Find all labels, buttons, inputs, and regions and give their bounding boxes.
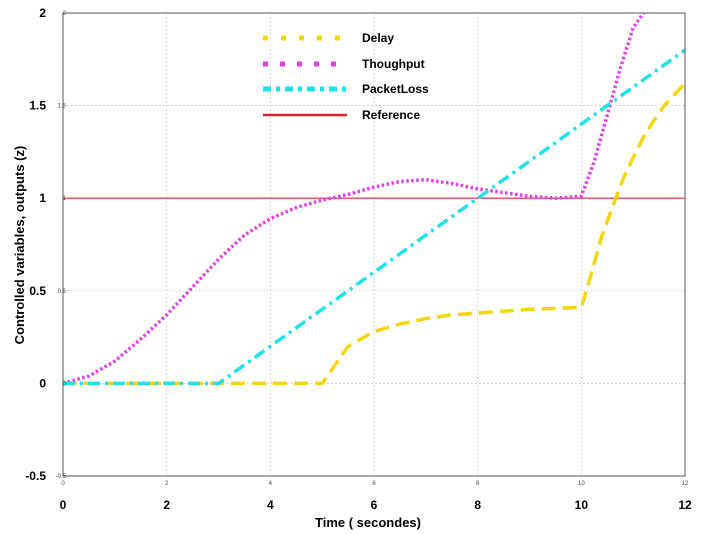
y-tick-label: 0 xyxy=(39,376,46,390)
y-tick-label-small: 0.5 xyxy=(58,289,67,295)
x-tick-label: 2 xyxy=(163,498,170,512)
x-tick-label: 8 xyxy=(474,498,481,512)
y-tick-label: 1.5 xyxy=(29,99,46,113)
y-tick-label: 1 xyxy=(39,191,46,205)
series-layer xyxy=(63,13,685,386)
series-line-delay xyxy=(63,82,685,386)
legend-label-reference: Reference xyxy=(362,108,420,122)
series-line-thoughput xyxy=(63,13,645,386)
y-tick-label: -0.5 xyxy=(25,469,46,483)
x-tick-label: 0 xyxy=(60,498,67,512)
x-tick-label: 6 xyxy=(371,498,378,512)
legend: Delay Thoughput PacketLoss Reference xyxy=(263,31,429,122)
x-tick-label-small: 6 xyxy=(372,481,376,487)
y-tick-label: 2 xyxy=(39,6,46,20)
y-tick-label-small: 0 xyxy=(63,381,67,387)
x-tick-label-small: 8 xyxy=(476,481,480,487)
legend-label-thoughput: Thoughput xyxy=(362,57,425,71)
y-tick-label-small: 1 xyxy=(63,196,67,202)
y-tick-label-small: -0.5 xyxy=(56,474,67,480)
y-tick-label-small: 2 xyxy=(63,11,67,17)
y-tick-label-small: 1.5 xyxy=(58,104,67,110)
x-tick-label: 12 xyxy=(678,498,692,512)
x-axis-label: Time ( secondes) xyxy=(315,515,421,530)
x-tick-label: 10 xyxy=(575,498,589,512)
x-tick-label-small: 4 xyxy=(269,481,273,487)
x-tick-label: 4 xyxy=(267,498,274,512)
legend-label-delay: Delay xyxy=(362,31,394,45)
x-tick-label-small: 0 xyxy=(61,481,65,487)
plot-frame xyxy=(62,12,686,477)
legend-label-packetloss: PacketLoss xyxy=(362,82,429,96)
y-tick-label: 0.5 xyxy=(29,284,46,298)
y-axis-label: Controlled variables, outputs (z) xyxy=(12,146,27,345)
series-line-packetloss xyxy=(63,48,685,386)
x-tick-label-small: 2 xyxy=(165,481,169,487)
x-tick-label-small: 10 xyxy=(578,481,585,487)
x-tick-label-small: 12 xyxy=(682,481,689,487)
